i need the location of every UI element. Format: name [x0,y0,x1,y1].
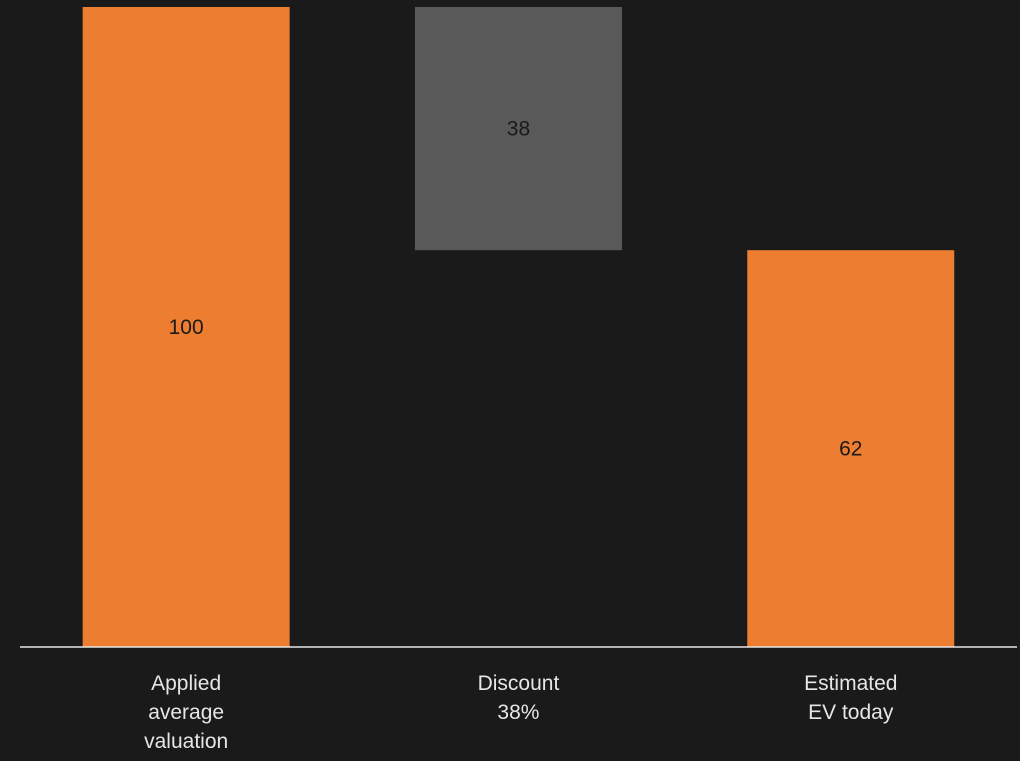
category-label-2-line-1: Discount [478,672,560,695]
category-label-2-line-2: 38% [497,701,539,724]
bars-layer: 100 38 62 [82,7,955,647]
category-label-1-line-2: average [148,701,224,724]
bar-3 [747,250,955,647]
bar-value-label-2: 38 [507,118,530,141]
category-label-3-line-2: EV today [808,701,894,724]
category-label-1-line-1: Applied [151,672,221,695]
category-labels: Applied average valuation Discount 38% Estima… [144,672,897,753]
bar-2 [414,7,622,251]
bar-1 [82,7,290,647]
category-label-1-line-3: valuation [144,730,228,753]
category-label-3-line-1: Estimated [804,672,897,695]
bar-value-label-3: 62 [839,438,862,461]
bar-value-label-1: 100 [169,316,204,339]
